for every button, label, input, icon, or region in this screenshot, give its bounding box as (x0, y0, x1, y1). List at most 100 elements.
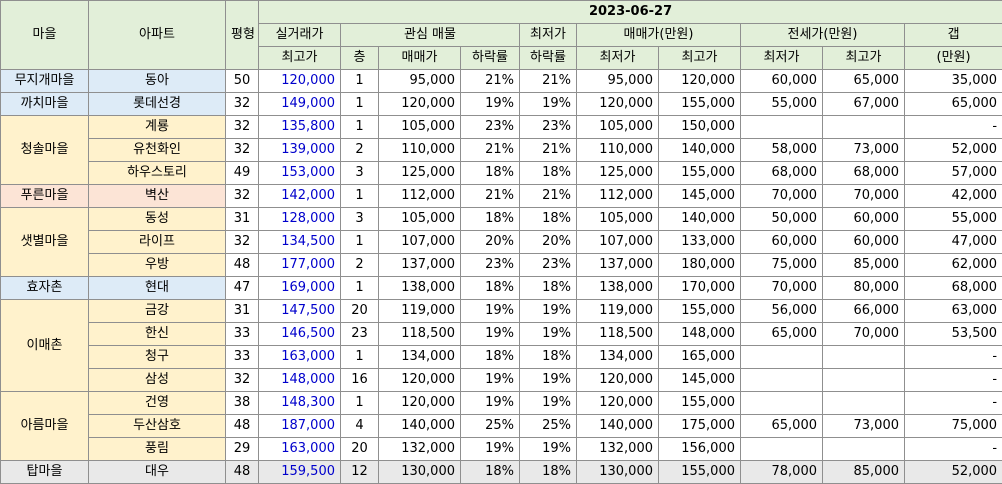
village-cell: 까치마을 (0, 92, 89, 116)
apartment-cell: 대우 (88, 460, 226, 484)
actual-max-cell: 135,800 (258, 115, 341, 139)
actual-max-cell: 187,000 (258, 414, 341, 438)
sale-price-cell: 110,000 (378, 138, 461, 162)
sale-min-cell: 118,500 (576, 322, 659, 346)
sale-min-cell: 138,000 (576, 276, 659, 300)
header-gap-line2: (만원) (903, 46, 1002, 70)
pyeong-cell: 48 (225, 414, 259, 438)
sale-min-cell: 107,000 (576, 230, 659, 254)
gap-cell: 47,000 (903, 230, 1002, 254)
lowest-drop-cell: 19% (519, 368, 577, 392)
sale-price-cell: 105,000 (378, 207, 461, 231)
village-cell: 푸른마을 (0, 184, 89, 208)
sale-max-cell: 120,000 (658, 69, 741, 93)
apartment-cell: 삼성 (88, 368, 226, 392)
jeonse-max-cell (822, 345, 905, 369)
table-row: 샛별마을 동성 31 128,000 3 105,000 18% 18% 105,000 140,… (0, 207, 1002, 277)
sale-min-cell: 110,000 (576, 138, 659, 162)
actual-max-cell: 128,000 (258, 207, 341, 231)
gap-cell: - (903, 391, 1002, 415)
actual-max-cell: 134,500 (258, 230, 341, 254)
lowest-drop-cell: 19% (519, 92, 577, 116)
gap-cell: 57,000 (903, 161, 1002, 185)
table-row: 까치마을 롯데선경 32 149,000 1 120,000 19% 19% 120,000 15… (0, 92, 1002, 116)
pyeong-cell: 31 (225, 299, 259, 323)
apartment-cell: 금강 (88, 299, 226, 323)
jeonse-max-cell: 85,000 (822, 460, 905, 484)
header-sale-group: 매매가(만원) (576, 23, 741, 47)
gap-cell: 53,500 (903, 322, 1002, 346)
jeonse-max-cell (822, 368, 905, 392)
jeonse-max-cell: 80,000 (822, 276, 905, 300)
drop-rate-cell: 21% (460, 184, 520, 208)
apartment-cell: 두산삼호 (88, 414, 226, 438)
sale-min-cell: 134,000 (576, 345, 659, 369)
village-cell: 샛별마을 (0, 207, 89, 277)
jeonse-min-cell: 70,000 (740, 276, 823, 300)
apartment-cell: 라이프 (88, 230, 226, 254)
jeonse-max-cell: 67,000 (822, 92, 905, 116)
jeonse-min-cell: 68,000 (740, 161, 823, 185)
apartment-cell: 건영 (88, 391, 226, 415)
jeonse-min-cell: 58,000 (740, 138, 823, 162)
floor-cell: 1 (340, 92, 379, 116)
jeonse-max-cell: 70,000 (822, 184, 905, 208)
sale-price-cell: 112,000 (378, 184, 461, 208)
drop-rate-cell: 25% (460, 414, 520, 438)
jeonse-min-cell: 78,000 (740, 460, 823, 484)
apartment-cell: 우방 (88, 253, 226, 277)
lowest-drop-cell: 18% (519, 345, 577, 369)
drop-rate-cell: 19% (460, 322, 520, 346)
drop-rate-cell: 18% (460, 460, 520, 484)
jeonse-max-cell (822, 437, 905, 461)
pyeong-cell: 48 (225, 253, 259, 277)
gap-cell: - (903, 437, 1002, 461)
floor-cell: 20 (340, 299, 379, 323)
jeonse-max-cell: 65,000 (822, 69, 905, 93)
sale-min-cell: 130,000 (576, 460, 659, 484)
lowest-drop-cell: 20% (519, 230, 577, 254)
pyeong-cell: 38 (225, 391, 259, 415)
village-cell: 이매촌 (0, 299, 89, 392)
actual-max-cell: 177,000 (258, 253, 341, 277)
floor-cell: 1 (340, 115, 379, 139)
actual-max-cell: 142,000 (258, 184, 341, 208)
sale-max-cell: 156,000 (658, 437, 741, 461)
drop-rate-cell: 23% (460, 115, 520, 139)
actual-max-cell: 139,000 (258, 138, 341, 162)
apartment-cell: 유천화인 (88, 138, 226, 162)
gap-cell: - (903, 368, 1002, 392)
drop-rate-cell: 19% (460, 391, 520, 415)
lowest-drop-cell: 21% (519, 69, 577, 93)
sale-price-cell: 120,000 (378, 391, 461, 415)
sale-price-cell: 132,000 (378, 437, 461, 461)
jeonse-min-cell (740, 115, 823, 139)
table-row: 하우스토리 49 153,000 3 125,000 18% 18% 125,000 155,0… (1, 161, 1002, 185)
floor-cell: 20 (340, 437, 379, 461)
gap-cell: 63,000 (903, 299, 1002, 323)
actual-max-cell: 159,500 (258, 460, 341, 484)
floor-cell: 3 (340, 161, 379, 185)
sale-min-cell: 105,000 (576, 207, 659, 231)
header-sale-min: 최저가 (576, 46, 659, 70)
lowest-drop-cell: 18% (519, 207, 577, 231)
jeonse-max-cell: 60,000 (822, 207, 905, 231)
jeonse-min-cell: 55,000 (740, 92, 823, 116)
table-row: 청솔마을 계룡 32 135,800 1 105,000 23% 23% 105,000 150,… (0, 115, 1002, 185)
sale-price-cell: 120,000 (378, 368, 461, 392)
jeonse-min-cell (740, 345, 823, 369)
apartment-cell: 동성 (88, 207, 226, 231)
lowest-drop-cell: 23% (519, 115, 577, 139)
sale-min-cell: 125,000 (576, 161, 659, 185)
lowest-drop-cell: 23% (519, 253, 577, 277)
actual-max-cell: 120,000 (258, 69, 341, 93)
header-lowest-line2: 하락률 (519, 46, 577, 70)
lowest-drop-cell: 19% (519, 322, 577, 346)
floor-cell: 2 (340, 138, 379, 162)
drop-rate-cell: 21% (460, 69, 520, 93)
drop-rate-cell: 19% (460, 92, 520, 116)
sale-min-cell: 132,000 (576, 437, 659, 461)
header-drop-rate: 하락률 (460, 46, 520, 70)
lowest-drop-cell: 25% (519, 414, 577, 438)
actual-max-cell: 169,000 (258, 276, 341, 300)
